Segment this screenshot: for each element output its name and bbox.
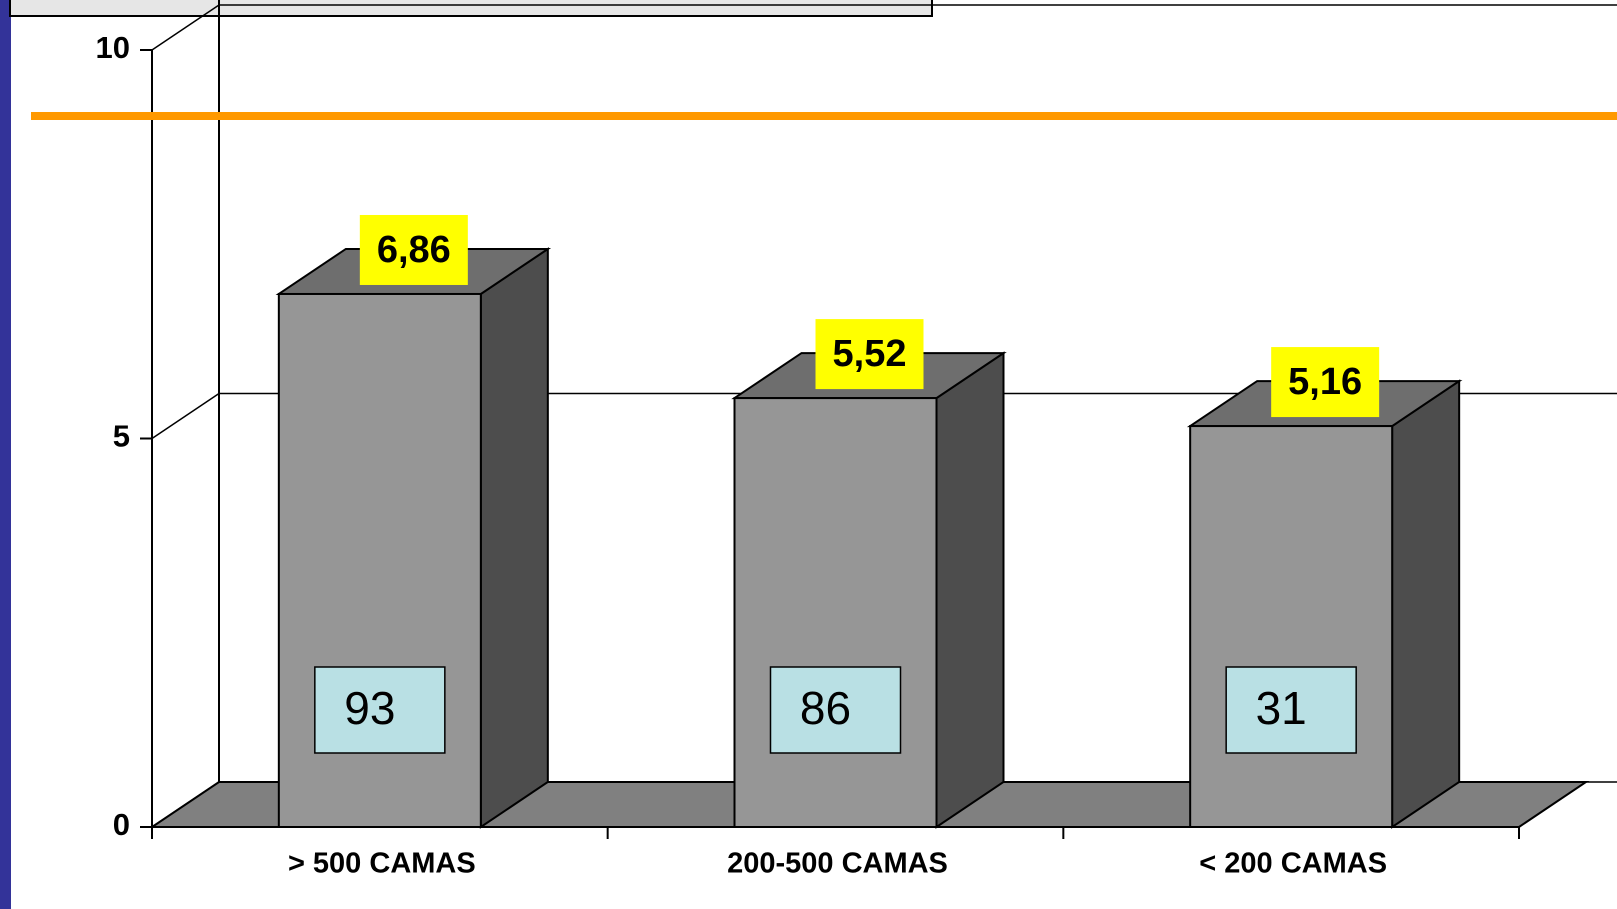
y-tick-label: 10 [96, 30, 130, 65]
value-label: 5,52 [833, 333, 907, 375]
bar [1189, 425, 1394, 828]
count-box [1225, 666, 1357, 754]
grid-line [151, 4, 220, 51]
value-label: 6,86 [377, 229, 451, 271]
header-box [9, 0, 933, 17]
x-tick-label: 200-500 CAMAS [727, 848, 948, 880]
count-label: 31 [1256, 682, 1307, 734]
bar [733, 397, 938, 828]
bar-side [935, 351, 1005, 829]
y-tick-label: 5 [113, 419, 130, 454]
value-label-box [359, 214, 468, 285]
x-tick-label: > 500 CAMAS [288, 848, 476, 880]
value-label: 5,16 [1288, 361, 1362, 403]
count-box [769, 666, 902, 754]
bar-side [1391, 379, 1461, 829]
count-label: 86 [800, 682, 851, 734]
bar-side [479, 247, 549, 829]
value-label-box [815, 319, 924, 390]
grid-line [151, 392, 220, 440]
count-box [314, 666, 446, 754]
x-tick-label: < 200 CAMAS [1199, 848, 1387, 880]
count-label: 93 [344, 682, 395, 734]
y-tick-label: 0 [113, 807, 130, 842]
side-stripe [0, 0, 11, 909]
value-label-box [1271, 347, 1380, 418]
